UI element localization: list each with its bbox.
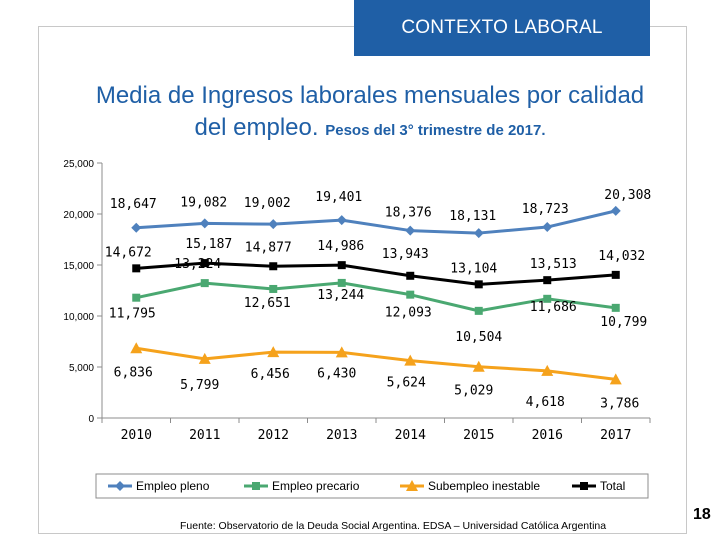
data-label: 13,943: [382, 247, 429, 262]
data-label: 18,376: [385, 206, 432, 221]
data-label: 13,104: [450, 261, 497, 276]
data-label: 19,082: [180, 195, 227, 210]
data-point-marker: [252, 482, 260, 490]
data-label: 19,002: [244, 196, 291, 211]
data-label: 18,131: [449, 209, 496, 224]
data-label: 6,456: [251, 367, 290, 382]
data-point-marker: [611, 270, 620, 279]
data-label: 5,624: [387, 376, 426, 391]
slide-frame: [38, 26, 687, 534]
data-point-marker: [200, 279, 209, 288]
data-label: 20,308: [604, 188, 651, 203]
x-tick-label: 2011: [189, 428, 220, 443]
section-header: CONTEXTO LABORAL: [354, 0, 650, 56]
y-tick-label: 20,000: [63, 210, 94, 221]
series-line: [135, 281, 616, 313]
data-point-marker: [473, 228, 484, 239]
y-tick-label: 10,000: [63, 312, 94, 323]
x-tick-label: 2010: [121, 428, 152, 443]
data-point-marker: [404, 354, 417, 366]
data-label: 19,401: [315, 190, 362, 205]
chart-title: Media de Ingresos laborales mensuales po…: [80, 80, 660, 147]
section-header-label: CONTEXTO LABORAL: [401, 17, 603, 38]
x-tick-label: 2015: [463, 428, 494, 443]
data-point-marker: [337, 278, 346, 287]
data-point-marker: [405, 225, 416, 236]
data-label: 13,244: [317, 288, 364, 303]
y-tick-label: 25,000: [63, 159, 94, 170]
data-label: 10,504: [455, 330, 502, 345]
data-label: 18,647: [110, 197, 157, 212]
data-point-marker: [267, 346, 280, 358]
data-point-marker: [406, 271, 415, 280]
data-point-marker: [200, 259, 209, 268]
data-point-marker: [543, 294, 552, 303]
x-tick-label: 2016: [532, 428, 563, 443]
data-point-marker: [542, 222, 553, 233]
data-point-marker: [406, 290, 415, 299]
source-note: Fuente: Observatorio de la Deuda Social …: [180, 520, 607, 532]
x-tick-label: 2014: [395, 428, 426, 443]
data-point-marker: [611, 303, 620, 312]
data-label: 11,795: [109, 307, 156, 322]
x-tick-label: 2012: [258, 428, 289, 443]
chart-title-sub: Pesos del 3° trimestre de 2017.: [325, 122, 546, 139]
data-label: 5,799: [180, 378, 219, 393]
data-point-marker: [472, 360, 485, 372]
data-point-marker: [337, 261, 346, 270]
y-tick-label: 5,000: [69, 363, 94, 374]
data-point-marker: [198, 352, 211, 364]
legend-label: Empleo pleno: [136, 479, 210, 493]
data-point-marker: [610, 205, 621, 216]
data-point-marker: [115, 481, 125, 491]
page-number: 18: [693, 506, 711, 523]
data-label: 14,032: [598, 249, 645, 264]
data-label: 3,786: [600, 396, 639, 411]
data-point-marker: [474, 280, 483, 289]
data-point-marker: [474, 306, 483, 315]
data-label: 14,986: [317, 239, 364, 254]
data-label: 5,029: [454, 384, 493, 399]
y-tick-label: 15,000: [63, 261, 94, 272]
data-point-marker: [269, 262, 278, 271]
legend-label: Empleo precario: [272, 479, 360, 493]
data-point-marker: [132, 293, 141, 302]
data-point-marker: [335, 346, 348, 358]
data-point-marker: [406, 480, 418, 491]
legend-label: Total: [600, 479, 625, 493]
series-line: [136, 261, 616, 286]
chart-title-main: Media de Ingresos laborales mensuales po…: [95, 82, 645, 141]
data-label: 13,513: [530, 257, 577, 272]
data-point-marker: [269, 284, 278, 293]
data-point-marker: [580, 482, 588, 490]
data-point-marker: [268, 219, 279, 230]
data-point-marker: [130, 342, 143, 354]
x-tick-label: 2017: [600, 428, 631, 443]
data-point-marker: [131, 222, 142, 233]
legend-box: [95, 473, 649, 499]
data-label: 6,836: [114, 365, 153, 380]
series-line: [136, 346, 616, 381]
data-label: 18,723: [522, 202, 569, 217]
data-label: 14,672: [105, 245, 152, 260]
series-line: [136, 209, 617, 235]
data-point-marker: [132, 264, 141, 273]
data-point-marker: [199, 218, 210, 229]
x-tick-label: 2013: [326, 428, 357, 443]
data-label: 6,430: [317, 366, 356, 381]
data-label: 12,651: [244, 296, 291, 311]
data-point-marker: [336, 215, 347, 226]
data-point-marker: [541, 364, 554, 376]
data-point-marker: [543, 276, 552, 285]
data-label: 12,093: [385, 306, 432, 321]
data-label: 11,686: [530, 300, 577, 315]
data-label: 14,877: [245, 240, 292, 255]
data-point-marker: [609, 373, 622, 385]
data-label: 15,187: [185, 237, 232, 252]
y-tick-label: 0: [88, 414, 94, 425]
data-label: 10,799: [600, 315, 647, 330]
legend-label: Subempleo inestable: [428, 479, 540, 493]
data-label: 4,618: [526, 395, 565, 410]
